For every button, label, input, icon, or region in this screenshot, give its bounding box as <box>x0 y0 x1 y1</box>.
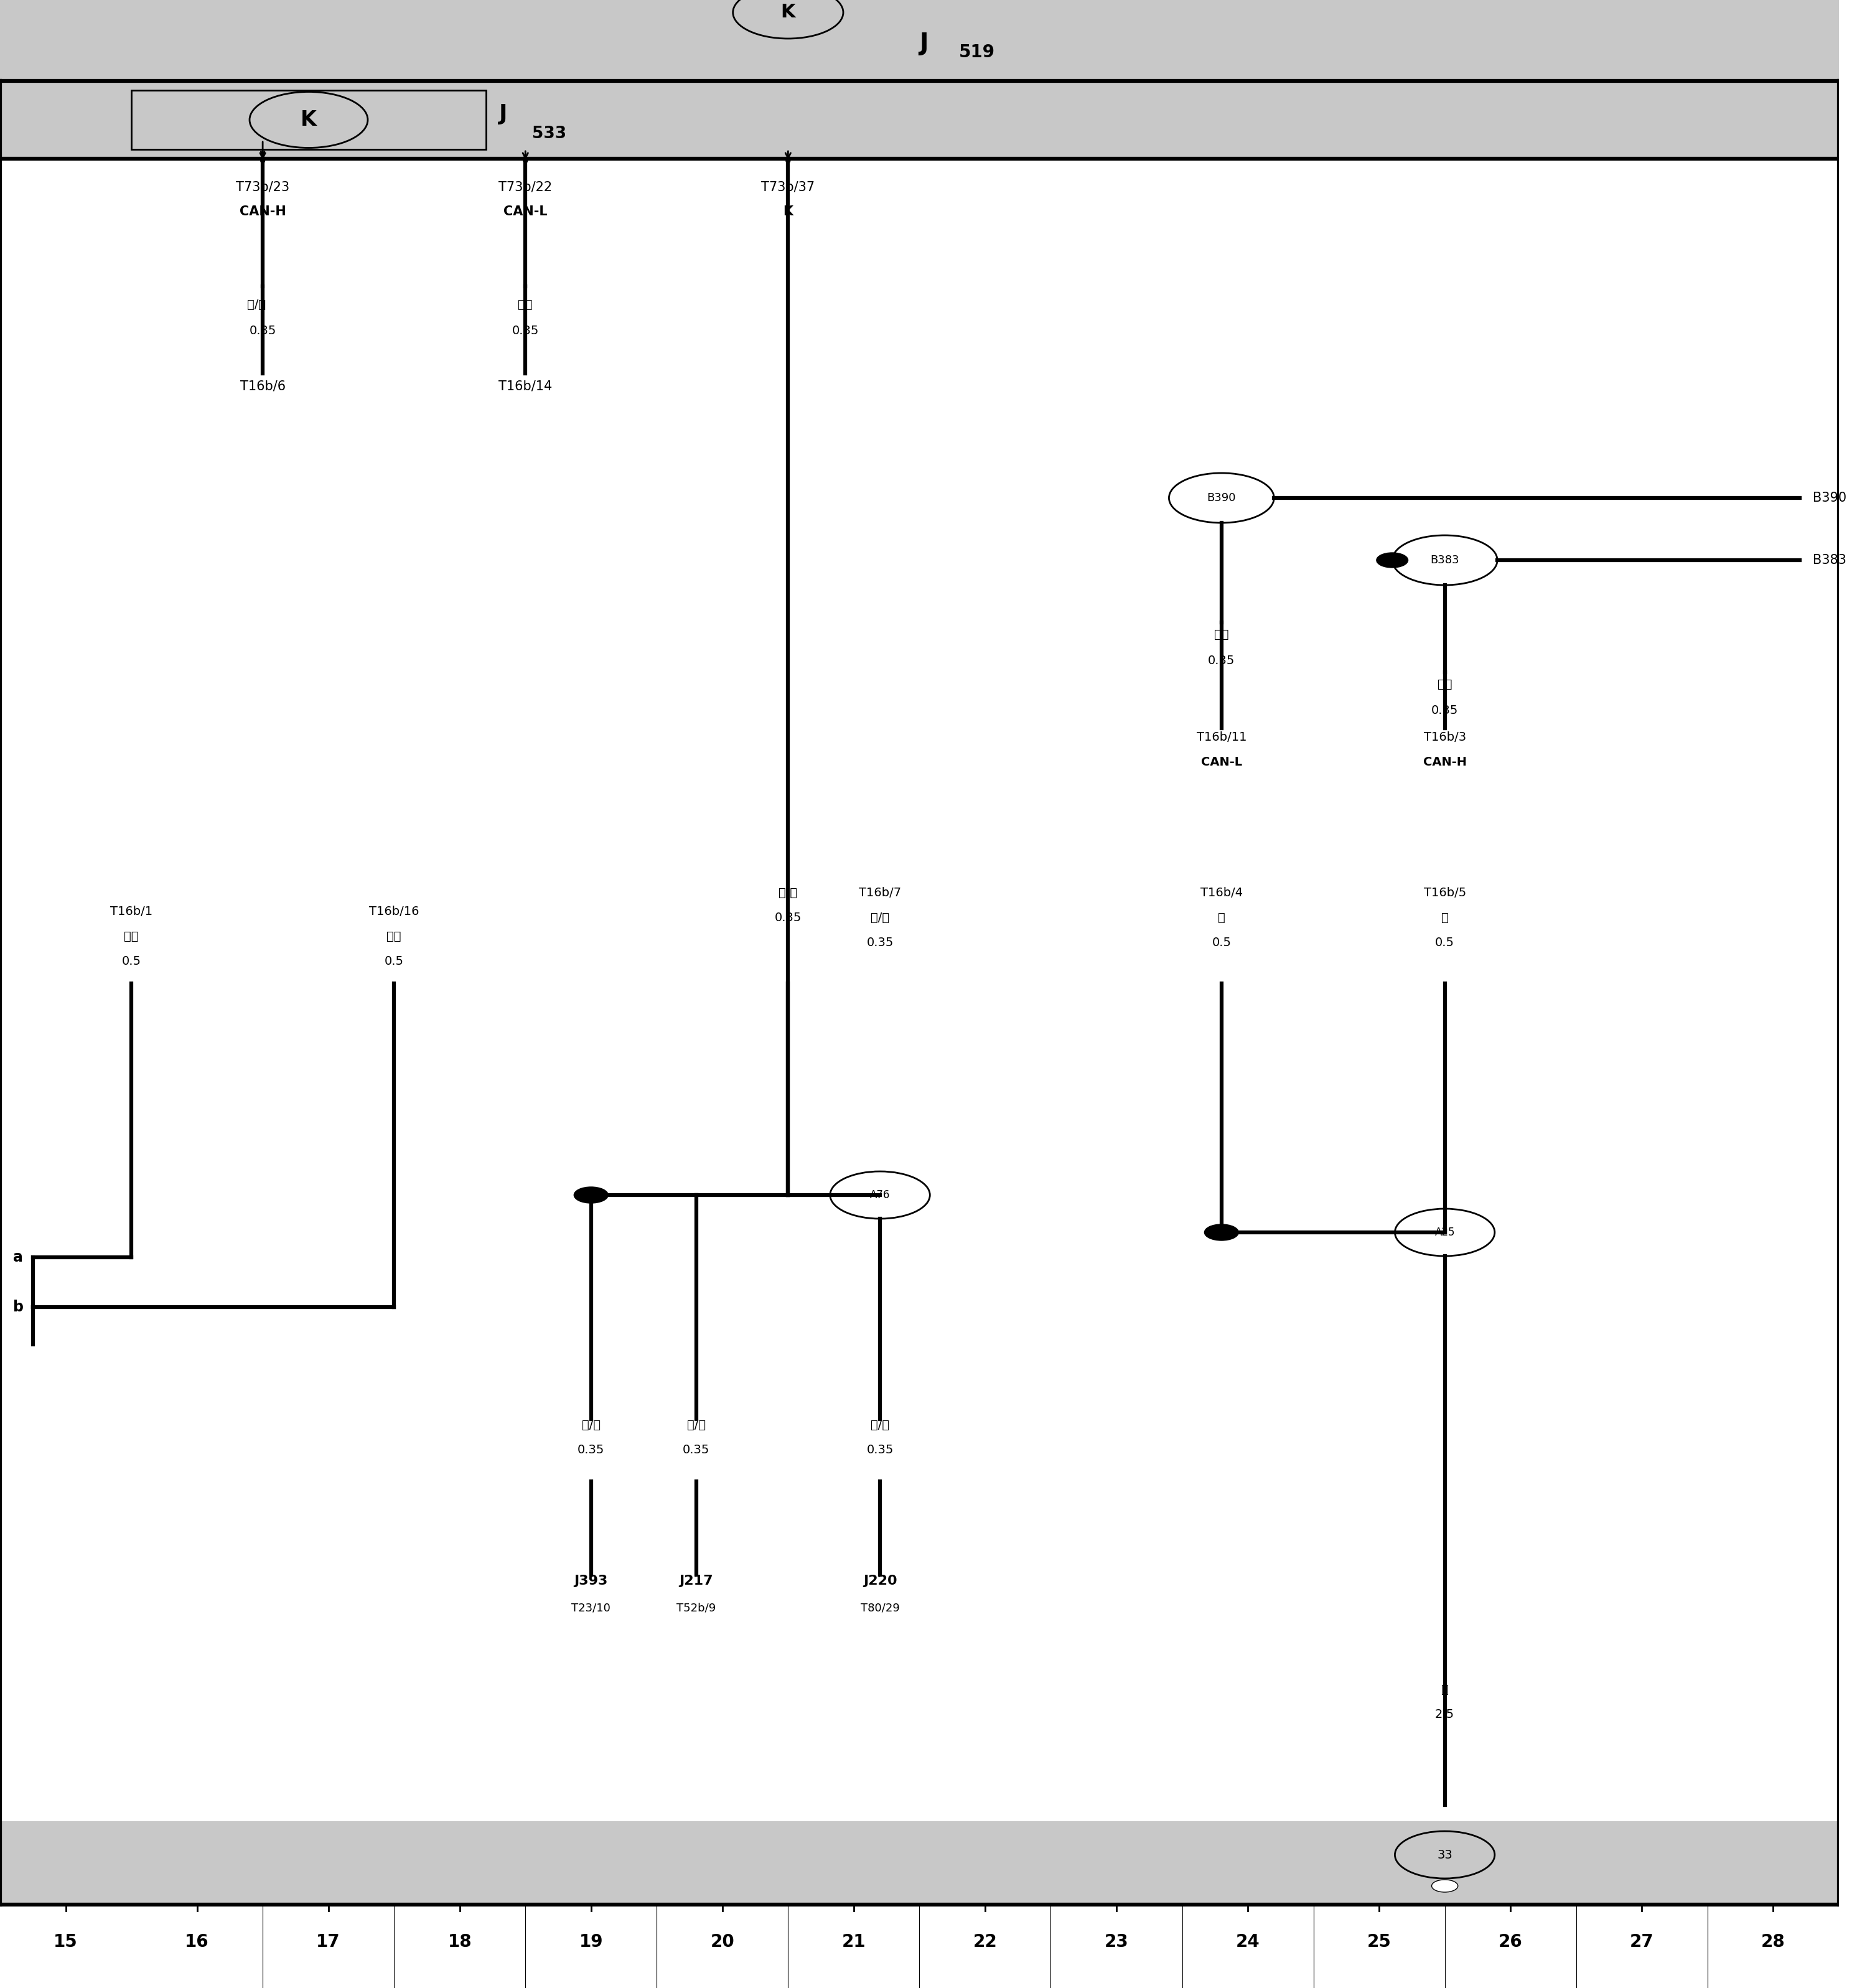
Text: B383: B383 <box>1813 555 1846 567</box>
Text: 19: 19 <box>580 1932 604 1950</box>
FancyBboxPatch shape <box>131 89 485 149</box>
Circle shape <box>1432 1881 1458 1893</box>
Text: 0.35: 0.35 <box>1208 654 1235 666</box>
Text: B390: B390 <box>1813 491 1846 505</box>
Text: 0.35: 0.35 <box>774 912 802 924</box>
Text: 橙/紫: 橙/紫 <box>246 298 265 310</box>
Text: T16b/3: T16b/3 <box>1424 732 1467 744</box>
Text: 0.35: 0.35 <box>250 324 276 336</box>
Text: 0.35: 0.35 <box>683 1443 709 1455</box>
Text: 20: 20 <box>711 1932 735 1950</box>
Text: 0.35: 0.35 <box>867 936 893 948</box>
Text: T16b/14: T16b/14 <box>498 380 552 392</box>
Text: J: J <box>919 32 928 56</box>
Text: 0.35: 0.35 <box>867 1443 893 1455</box>
Text: 27: 27 <box>1630 1932 1654 1950</box>
Text: 18: 18 <box>448 1932 472 1950</box>
Text: 0.5: 0.5 <box>385 956 404 968</box>
Text: 519: 519 <box>959 44 995 62</box>
Text: 橙棕: 橙棕 <box>1215 628 1230 640</box>
Text: J: J <box>498 103 507 123</box>
Text: b: b <box>13 1300 24 1314</box>
Text: a: a <box>13 1250 22 1264</box>
Text: 17: 17 <box>317 1932 341 1950</box>
Text: 0.35: 0.35 <box>1432 704 1458 716</box>
Text: 灰/白: 灰/白 <box>687 1419 706 1431</box>
Text: 22: 22 <box>972 1932 996 1950</box>
Text: 棕: 棕 <box>1441 912 1448 924</box>
Text: T73b/22: T73b/22 <box>498 181 552 193</box>
Text: T80/29: T80/29 <box>861 1602 900 1614</box>
Text: CAN‐L: CAN‐L <box>504 205 548 219</box>
Bar <box>0 0 1839 82</box>
Text: 0.35: 0.35 <box>511 324 539 336</box>
Text: T16b/4: T16b/4 <box>1200 887 1243 899</box>
Text: 0.5: 0.5 <box>122 956 141 968</box>
Text: 28: 28 <box>1761 1932 1785 1950</box>
Circle shape <box>1376 553 1408 569</box>
Text: T16b/5: T16b/5 <box>1424 887 1467 899</box>
Bar <box>0 82 1839 159</box>
Text: 25: 25 <box>1367 1932 1391 1950</box>
Text: B383: B383 <box>1430 555 1459 567</box>
Text: T73b/37: T73b/37 <box>761 181 815 193</box>
Text: K: K <box>783 205 793 219</box>
Text: A25: A25 <box>1435 1227 1456 1239</box>
Text: J220: J220 <box>863 1574 896 1586</box>
Text: T16b/1: T16b/1 <box>109 907 152 916</box>
Text: 21: 21 <box>841 1932 865 1950</box>
Text: J393: J393 <box>574 1574 607 1586</box>
Text: T16b/7: T16b/7 <box>859 887 902 899</box>
Text: 0.5: 0.5 <box>1435 936 1454 948</box>
Text: 23: 23 <box>1104 1932 1128 1950</box>
Text: 24: 24 <box>1235 1932 1259 1950</box>
Text: 16: 16 <box>185 1932 209 1950</box>
Text: 橙棕: 橙棕 <box>1437 678 1452 690</box>
Text: 黑蓝: 黑蓝 <box>124 930 139 942</box>
Text: 灰/白: 灰/白 <box>870 912 889 924</box>
Text: 棕: 棕 <box>1441 1684 1448 1696</box>
Text: 0.35: 0.35 <box>578 1443 604 1455</box>
Text: CAN‐H: CAN‐H <box>239 205 285 219</box>
Text: 2.5: 2.5 <box>1435 1708 1454 1720</box>
Text: CAN‐L: CAN‐L <box>1200 755 1243 767</box>
Text: A76: A76 <box>870 1189 891 1201</box>
Text: CAN‐H: CAN‐H <box>1422 755 1467 767</box>
Text: 橙棕: 橙棕 <box>519 298 533 310</box>
Text: 533: 533 <box>532 125 567 143</box>
Text: T16b/11: T16b/11 <box>1196 732 1246 744</box>
Text: 棕: 棕 <box>1219 912 1226 924</box>
Text: T73b/23: T73b/23 <box>235 181 289 193</box>
Text: B390: B390 <box>1208 493 1235 503</box>
Circle shape <box>574 1187 607 1203</box>
Text: K: K <box>782 4 795 22</box>
Text: 26: 26 <box>1498 1932 1522 1950</box>
Text: K: K <box>300 109 317 129</box>
Text: 红蓝: 红蓝 <box>387 930 402 942</box>
Text: T16b/6: T16b/6 <box>241 380 285 392</box>
Text: 灰/白: 灰/白 <box>582 1419 600 1431</box>
Text: T52b/9: T52b/9 <box>676 1602 717 1614</box>
Circle shape <box>1204 1225 1239 1241</box>
Text: 33: 33 <box>1437 1849 1452 1861</box>
Text: 灰/白: 灰/白 <box>778 887 798 899</box>
Text: T23/10: T23/10 <box>572 1602 611 1614</box>
Bar <box>0 1821 1839 1905</box>
Text: J217: J217 <box>680 1574 713 1586</box>
Text: 灰/白: 灰/白 <box>870 1419 889 1431</box>
Text: T16b/16: T16b/16 <box>369 907 419 916</box>
Text: 0.5: 0.5 <box>1211 936 1232 948</box>
Text: 15: 15 <box>54 1932 78 1950</box>
